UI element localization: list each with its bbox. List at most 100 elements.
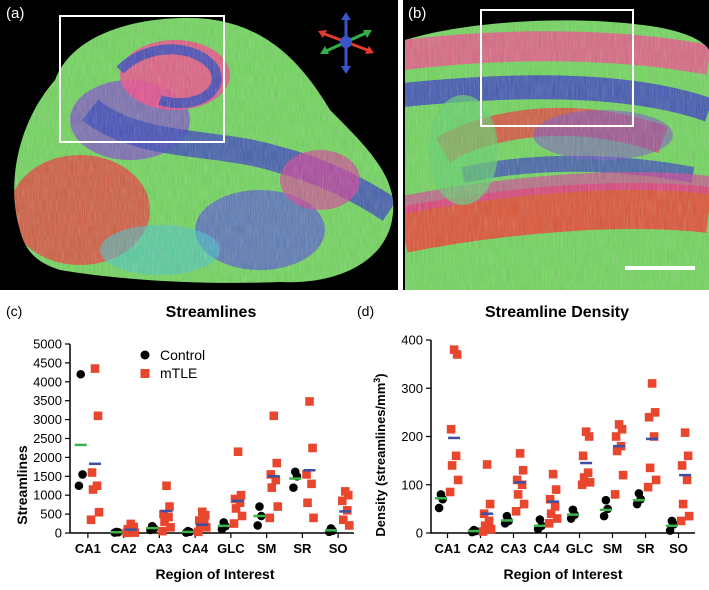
orientation-axes-icon [318,12,374,74]
x-tick-label: CA2 [467,541,493,556]
mtle-point [548,469,558,479]
mtle-point [273,502,283,511]
mtle-point [579,473,589,482]
mtle-point [676,516,686,526]
mtle-point [550,502,560,511]
y-axis-label: Density (streamlines/mm3) [372,373,388,536]
mtle-point [193,527,203,537]
mtle-point [552,514,562,523]
mtle-point [307,479,316,489]
panel-label-d: (d) [357,303,374,319]
mtle-point [610,490,620,499]
mtle-point [644,412,654,422]
x-tick-label: SM [257,541,277,556]
y-tick-label: 3000 [33,412,62,427]
x-tick-label: CA1 [434,541,460,556]
mtle-point [93,411,103,421]
chart-axes: 0 500 1000 1500 2000 2500 3000 3500 4000 4500 5000… [33,337,356,556]
mtle-point [612,446,622,456]
mtle-point [122,528,132,538]
mtle-point [338,515,348,525]
chart-marks [74,364,354,538]
mtle-point [303,498,312,508]
y-tick-label: 3500 [33,393,62,408]
x-tick-label: SM [603,541,623,556]
control-point [253,521,262,530]
mtle-point [236,490,246,500]
mtle-point [337,496,347,506]
panel-a-tractography-image: (a) [0,0,398,290]
mtle-point [484,516,494,526]
y-tick-label: 4500 [33,355,62,370]
y-tick-label: 5000 [33,337,62,352]
mtle-point [449,345,459,354]
mtle-point [447,461,457,470]
mtle-point [158,526,167,536]
mtle-point [230,494,240,504]
panel-label-b: (b) [408,5,427,22]
x-tick-label: SR [636,541,655,556]
x-tick-label: CA3 [146,541,172,556]
chart-marks [434,345,694,537]
mtle-point [160,517,169,526]
chart-streamlines: (c) Streamlines Streamlines Region of In… [0,292,356,585]
y-tick-label: 500 [40,507,62,522]
chart-title: Streamline Density [485,304,629,321]
control-point [255,502,264,511]
mtle-point [159,509,168,519]
chart-streamline-density-svg: (d) Streamline Density Density (streamli… [357,303,695,582]
mtle-point [166,523,175,532]
mtle-point [683,451,693,461]
mtle-point [544,519,554,528]
mtle-point [200,510,210,520]
mtle-point [680,428,690,437]
mtle-point [651,475,661,485]
mtle-point [551,485,561,494]
mtle-point [614,420,624,429]
mtle-point [309,513,318,523]
mtle-point [519,499,529,509]
mtle-point [453,475,463,485]
x-tick-label: CA4 [533,541,560,556]
y-tick-label: 1500 [33,469,62,484]
mtle-point [272,458,282,468]
legend-control-marker [140,350,150,360]
mtle-point [682,475,692,485]
mtle-point [584,432,594,441]
hippocampus-tractography-zoom [405,9,709,290]
mtle-point [94,507,104,517]
mtle-point [485,499,495,509]
control-point [665,526,675,535]
zoom-box-b [480,9,634,127]
mtle-point [445,487,455,497]
control-point [324,527,334,537]
hippocampus-tractography-overview [14,12,394,283]
mtle-point [86,515,96,525]
mtle-point [343,490,353,500]
mtle-point [237,511,247,521]
panel-label-a: (a) [6,5,25,22]
y-tick-label: 300 [401,381,423,396]
y-tick-label: 1000 [33,488,62,503]
control-point [566,514,576,523]
mtle-point [478,527,488,536]
mtle-point [452,350,462,359]
mtle-point [577,480,587,490]
mtle-point [87,468,97,477]
mtle-point [269,411,279,421]
mtle-point [130,528,140,537]
y-tick-label: 2000 [33,450,62,465]
chart-title: Streamlines [166,304,257,321]
mtle-point [684,511,694,521]
mtle-point [162,481,171,491]
zoom-box-a [59,15,225,143]
chart-streamline-density: (d) Streamline Density Density (streamli… [355,292,709,585]
y-tick-label: 0 [416,526,423,541]
mtle-point [344,521,354,530]
mtle-point [511,506,521,516]
mtle-point [545,494,555,504]
mtle-point [611,432,621,441]
control-point [601,495,611,505]
mtle-point [480,521,490,531]
mtle-point [201,523,211,532]
